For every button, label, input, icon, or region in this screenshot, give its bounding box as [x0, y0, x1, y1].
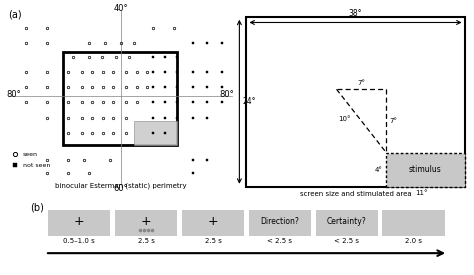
Text: < 2.5 s: < 2.5 s [267, 238, 292, 244]
Bar [182, 210, 244, 236]
Text: 60°: 60° [113, 184, 128, 193]
Text: 7°: 7° [389, 118, 397, 124]
Text: binocular Esterman (static) perimetry: binocular Esterman (static) perimetry [55, 183, 187, 189]
Text: 7°: 7° [357, 80, 365, 86]
Text: 24°: 24° [243, 97, 256, 106]
Text: 0.5–1.0 s: 0.5–1.0 s [64, 238, 95, 244]
Bar [316, 210, 378, 236]
Text: (b): (b) [30, 203, 44, 213]
Text: stimulus: stimulus [409, 165, 442, 174]
Bar [246, 17, 465, 187]
Text: 38°: 38° [349, 9, 362, 18]
Bar [383, 210, 445, 236]
Bar [48, 210, 110, 236]
Text: +: + [141, 215, 152, 228]
Text: (a): (a) [8, 10, 21, 20]
Bar [134, 121, 177, 145]
Bar [63, 52, 177, 145]
Text: 10°: 10° [338, 116, 351, 122]
Text: Direction?: Direction? [261, 217, 300, 226]
Bar [386, 153, 465, 187]
Text: 2.5 s: 2.5 s [138, 238, 155, 244]
Bar [249, 210, 311, 236]
Text: +: + [74, 215, 85, 228]
Text: seen: seen [23, 152, 38, 156]
Text: Certainty?: Certainty? [327, 217, 366, 226]
Text: 80°: 80° [7, 90, 22, 99]
Text: 40°: 40° [114, 4, 128, 13]
Text: not seen: not seen [23, 163, 50, 167]
Text: 11°: 11° [416, 190, 428, 196]
Bar [115, 210, 177, 236]
Text: < 2.5 s: < 2.5 s [334, 238, 359, 244]
Text: 2.5 s: 2.5 s [205, 238, 221, 244]
Text: 80°: 80° [219, 90, 234, 99]
Text: 4°: 4° [375, 167, 383, 173]
Text: screen size and stimulated area: screen size and stimulated area [300, 191, 411, 197]
Text: 2.0 s: 2.0 s [405, 238, 422, 244]
Text: +: + [208, 215, 219, 228]
